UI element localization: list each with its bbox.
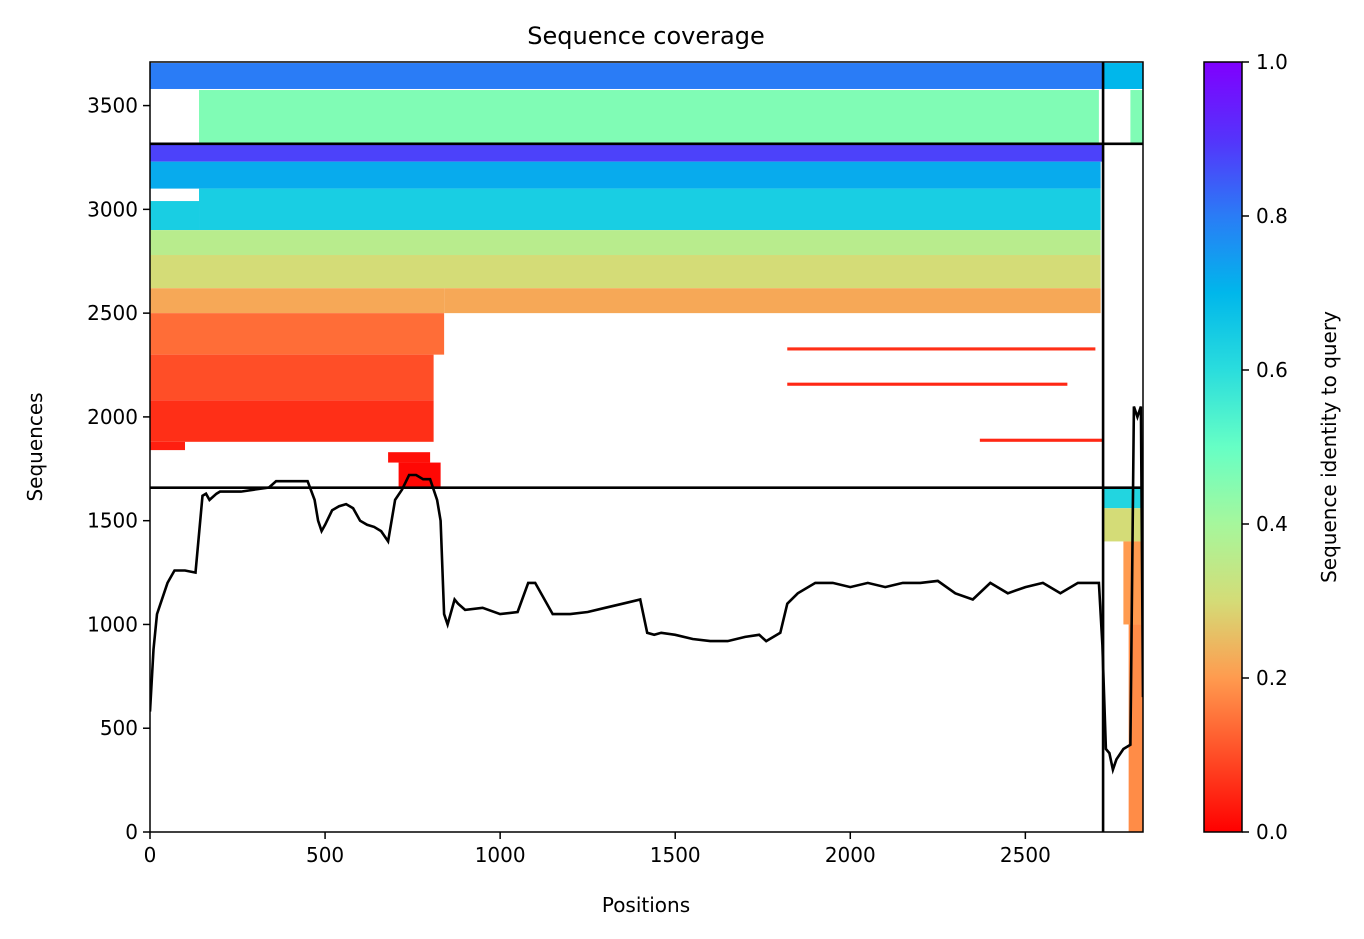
x-tick-label: 2000 <box>825 843 876 867</box>
colorbar-tick-label: 0.2 <box>1256 666 1288 690</box>
y-tick-label: 3500 <box>87 94 138 118</box>
coverage-block <box>787 347 1096 351</box>
y-tick-label: 1000 <box>87 612 138 636</box>
coverage-block <box>787 382 1068 386</box>
colorbar-tick-label: 1.0 <box>1256 50 1288 74</box>
x-tick-label: 500 <box>306 843 344 867</box>
coverage-block <box>150 441 186 451</box>
coverage-block <box>1103 508 1143 542</box>
y-tick-label: 3000 <box>87 197 138 221</box>
coverage-block <box>388 452 431 463</box>
coverage-block <box>150 161 1101 189</box>
coverage-block <box>444 288 1101 314</box>
x-tick-label: 1500 <box>650 843 701 867</box>
x-tick-label: 2500 <box>1000 843 1051 867</box>
y-tick-label: 500 <box>100 716 138 740</box>
colorbar-tick-label: 0.0 <box>1256 820 1288 844</box>
coverage-block <box>150 143 1103 162</box>
colorbar-title: Sequence identity to query <box>1317 311 1341 583</box>
y-tick-label: 2500 <box>87 301 138 325</box>
coverage-block <box>150 400 434 442</box>
coverage-block <box>150 255 1101 289</box>
x-tick-label: 1000 <box>475 843 526 867</box>
coverage-block <box>199 188 1101 231</box>
plot-frame <box>149 61 1144 833</box>
coverage-block <box>1130 90 1143 143</box>
coverage-block <box>199 90 1099 143</box>
y-axis-title: Sequences <box>23 392 47 501</box>
y-axis-ticks: 0 500 1000 1500 2000 2500 3000 3500 <box>87 94 150 844</box>
coverage-block <box>1103 487 1143 509</box>
colorbar-tick-label: 0.6 <box>1256 358 1288 382</box>
x-axis-title: Positions <box>602 893 690 917</box>
coverage-blocks <box>150 63 1143 832</box>
coverage-block <box>150 354 434 401</box>
x-axis-ticks: 0 500 1000 1500 2000 2500 <box>144 832 1051 867</box>
y-tick-label: 1500 <box>87 509 138 533</box>
colorbar-tick-label: 0.4 <box>1256 512 1288 536</box>
colorbar-tick-label: 0.8 <box>1256 204 1288 228</box>
coverage-block <box>979 438 1103 442</box>
coverage-block <box>150 201 200 231</box>
coverage-block <box>150 288 445 314</box>
colorbar <box>1203 61 1243 833</box>
colorbar-ticks: 0.0 0.2 0.4 0.6 0.8 1.0 <box>1242 50 1288 844</box>
coverage-block <box>1103 63 1143 89</box>
coverage-block <box>150 230 1101 256</box>
coverage-block <box>150 63 1103 89</box>
coverage-line <box>150 406 1143 775</box>
y-tick-label: 0 <box>125 820 138 844</box>
y-tick-label: 2000 <box>87 405 138 429</box>
chart-title: Sequence coverage <box>527 22 764 50</box>
x-tick-label: 0 <box>144 843 157 867</box>
coverage-block <box>150 313 445 355</box>
